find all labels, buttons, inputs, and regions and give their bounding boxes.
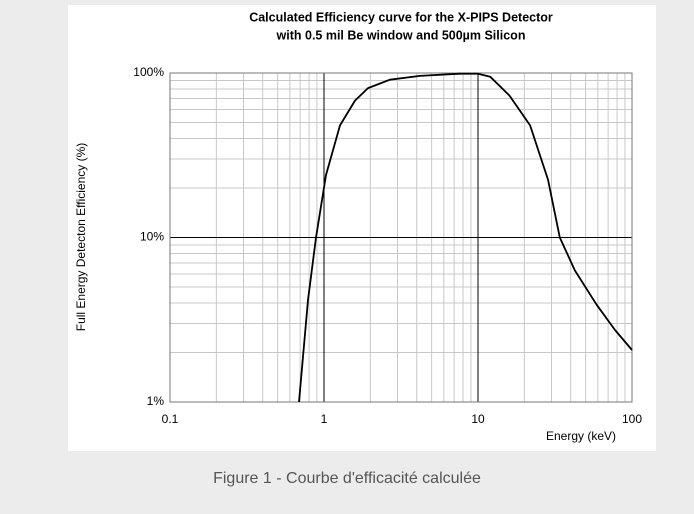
data-line xyxy=(298,72,633,403)
figure-caption: Figure 1 - Courbe d'efficacité calculée xyxy=(213,470,481,487)
y-axis-label: Full Energy Detecton Efficiency (%) xyxy=(74,143,88,332)
y-tick-label: 1% xyxy=(147,394,165,408)
chart-title: with 0.5 mil Be window and 500µm Silicon xyxy=(276,28,526,42)
y-tick-label: 10% xyxy=(140,230,164,244)
plot-frame xyxy=(169,72,633,403)
x-tick-label: 100 xyxy=(622,412,642,426)
chart-title: Calculated Efficiency curve for the X-PI… xyxy=(249,10,553,24)
x-tick-label: 1 xyxy=(321,412,328,426)
x-tick-label: 0.1 xyxy=(162,412,179,426)
x-tick-label: 10 xyxy=(471,412,485,426)
x-axis-label: Energy (keV) xyxy=(546,429,616,443)
y-tick-label: 100% xyxy=(133,65,164,79)
